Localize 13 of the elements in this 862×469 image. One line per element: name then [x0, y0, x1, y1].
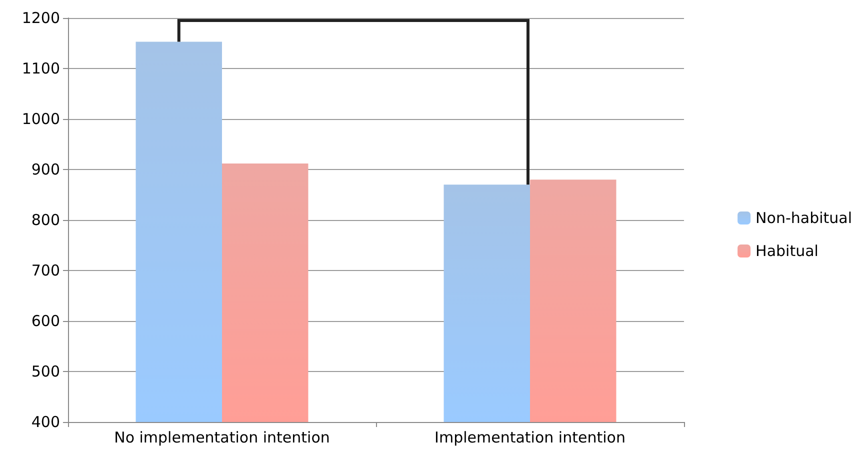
y-tick-label: 1200	[22, 9, 60, 27]
legend-label: Habitual	[756, 242, 818, 260]
x-tick-label: No implementation intention	[114, 428, 330, 446]
y-tick-label: 400	[31, 413, 60, 431]
y-tick-label: 700	[31, 262, 60, 280]
y-tick-label: 600	[31, 312, 60, 330]
y-tick-label: 800	[31, 211, 60, 229]
y-tick-label: 500	[31, 362, 60, 380]
legend-label: Non-habitual	[756, 209, 852, 227]
y-tick-label: 900	[31, 160, 60, 178]
y-tick-label: 1000	[22, 110, 60, 128]
x-tick-label: Implementation intention	[434, 428, 626, 446]
y-tick-label: 1100	[22, 60, 60, 78]
